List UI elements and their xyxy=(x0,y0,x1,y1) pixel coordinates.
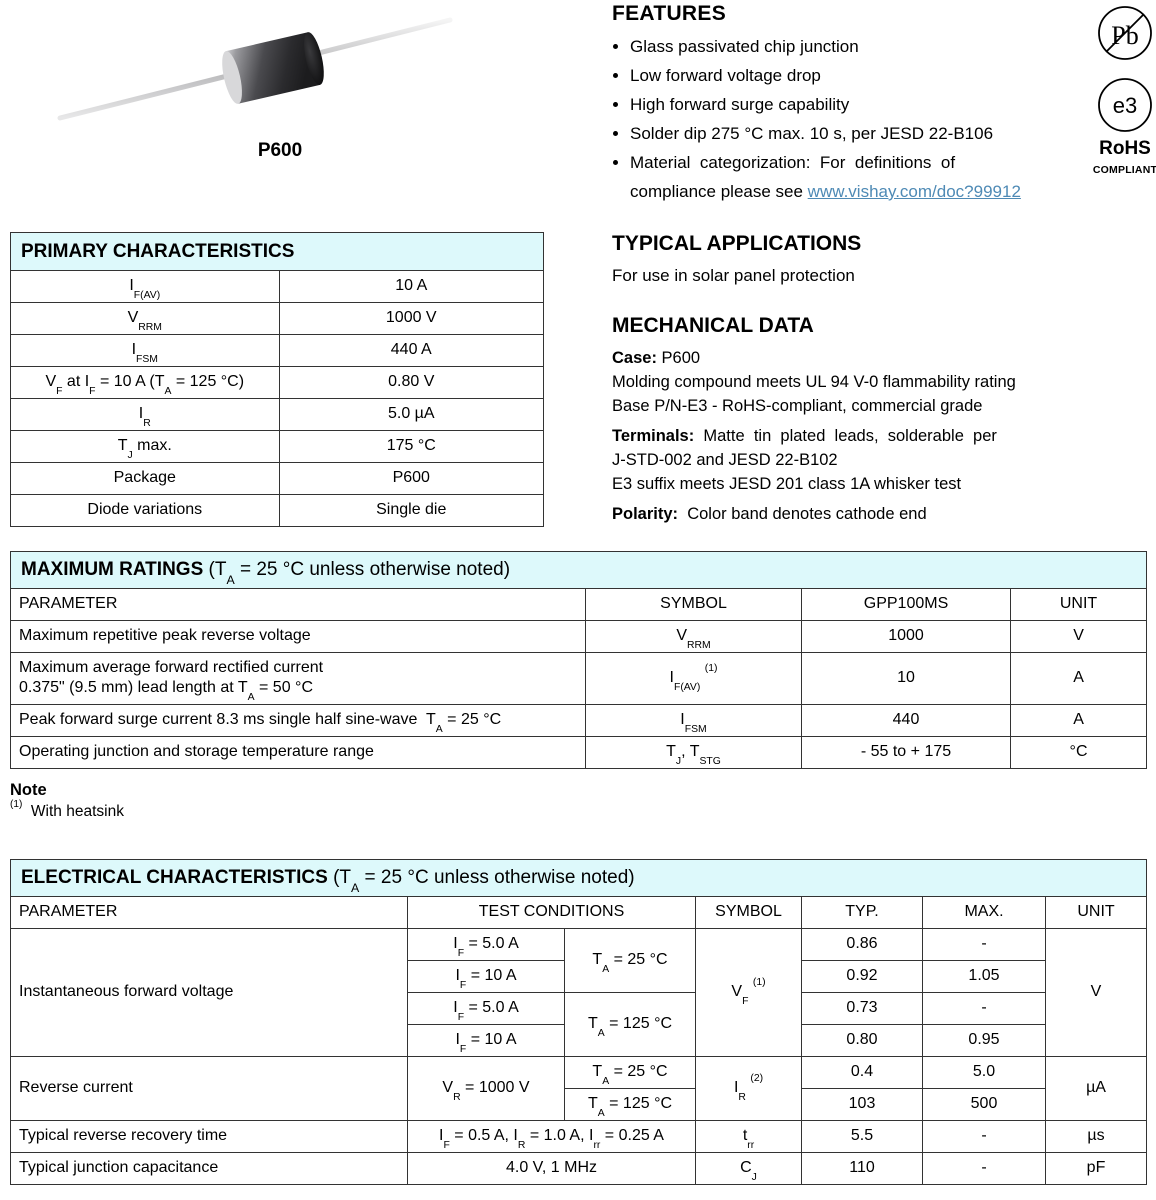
svg-text:Pb: Pb xyxy=(1111,21,1138,50)
svg-text:e3: e3 xyxy=(1113,93,1137,118)
